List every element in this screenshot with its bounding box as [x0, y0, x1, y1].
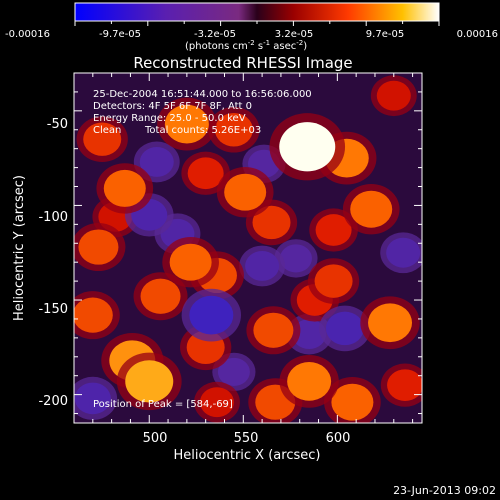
- colorbar-tick-label-1: -9.7e-05: [99, 29, 141, 40]
- y-tick-label-m150: -150: [38, 302, 68, 317]
- source-blob: [314, 264, 353, 298]
- source-blob: [78, 229, 119, 265]
- source-blob: [315, 214, 352, 246]
- y-axis-label: Heliocentric Y (arcsec): [12, 175, 27, 321]
- source-blob: [376, 80, 411, 111]
- source-blob: [187, 157, 224, 190]
- x-tick-label-550: 550: [234, 431, 259, 446]
- source-blob: [140, 278, 181, 314]
- source-blob: [103, 169, 146, 207]
- source-blob: [253, 312, 294, 348]
- colorbar-gradient: [74, 2, 440, 22]
- source-blob: [83, 122, 122, 156]
- source-blob: [331, 383, 374, 421]
- y-tick-label-m50: -50: [47, 117, 68, 132]
- source-blob: [224, 173, 267, 211]
- colorbar-tick-label-3: 3.2e-05: [275, 29, 313, 40]
- source-blob: [189, 295, 234, 335]
- y-tick-label-m200: -200: [38, 394, 68, 409]
- colorbar-ticks: [74, 21, 440, 26]
- colorbar: -0.00016 -9.7e-05 -3.2e-05 3.2e-05 9.7e-…: [5, 2, 498, 52]
- source-blob: [74, 382, 111, 415]
- source-blob: [164, 104, 209, 144]
- annotation-detectors: Detectors: 4F 5F 6F 7F 8F, Att 0: [93, 101, 252, 112]
- source-blob: [217, 357, 250, 386]
- source-blob: [252, 205, 291, 240]
- x-tick-label-600: 600: [326, 431, 351, 446]
- source-blob: [279, 244, 312, 273]
- chart-title: Reconstructed RHESSI Image: [133, 54, 352, 72]
- colorbar-tick-label-0: -0.00016: [5, 29, 50, 40]
- source-blob: [292, 319, 327, 350]
- source-blob: [125, 360, 174, 403]
- source-blob: [279, 122, 336, 172]
- annotation-peak-position: Position of Peak = [584,-69]: [93, 399, 233, 410]
- source-blob: [139, 146, 174, 177]
- source-blob: [350, 190, 393, 228]
- colorbar-unit-label: (photons cm-2 s-1 asec-2): [185, 39, 307, 52]
- annotation-total-counts: Total counts: 5.26E+03: [144, 125, 261, 136]
- annotation-clean: Clean: [93, 125, 121, 136]
- source-blob: [214, 113, 253, 147]
- source-blob: [245, 251, 280, 281]
- source-blob: [386, 237, 421, 268]
- source-blob: [368, 303, 413, 343]
- source-blob: [325, 311, 364, 346]
- x-tick-label-500: 500: [143, 431, 168, 446]
- source-blob: [199, 387, 234, 418]
- colorbar-tick-label-5: 0.00016: [457, 29, 498, 40]
- source-blob: [387, 369, 422, 401]
- y-tick-label-m100: -100: [38, 210, 68, 225]
- y-ticks: [74, 72, 422, 415]
- colorbar-tick-label-2: -3.2e-05: [194, 29, 236, 40]
- source-blob: [287, 362, 332, 401]
- footer-timestamp: 23-Jun-2013 09:02: [393, 484, 496, 497]
- x-axis-label: Heliocentric X (arcsec): [174, 448, 321, 463]
- source-blob: [74, 297, 113, 333]
- heatmap-image: [74, 73, 422, 423]
- plot-frame: [73, 72, 423, 424]
- colorbar-tick-label-4: 9.7e-05: [366, 29, 404, 40]
- annotation-energy-range: Energy Range: 25.0 - 50.0 keV: [93, 113, 246, 124]
- annotation-time-range: 25-Dec-2004 16:51:44.000 to 16:56:06.000: [93, 89, 312, 100]
- source-blob: [169, 243, 212, 281]
- x-ticks: [73, 73, 414, 423]
